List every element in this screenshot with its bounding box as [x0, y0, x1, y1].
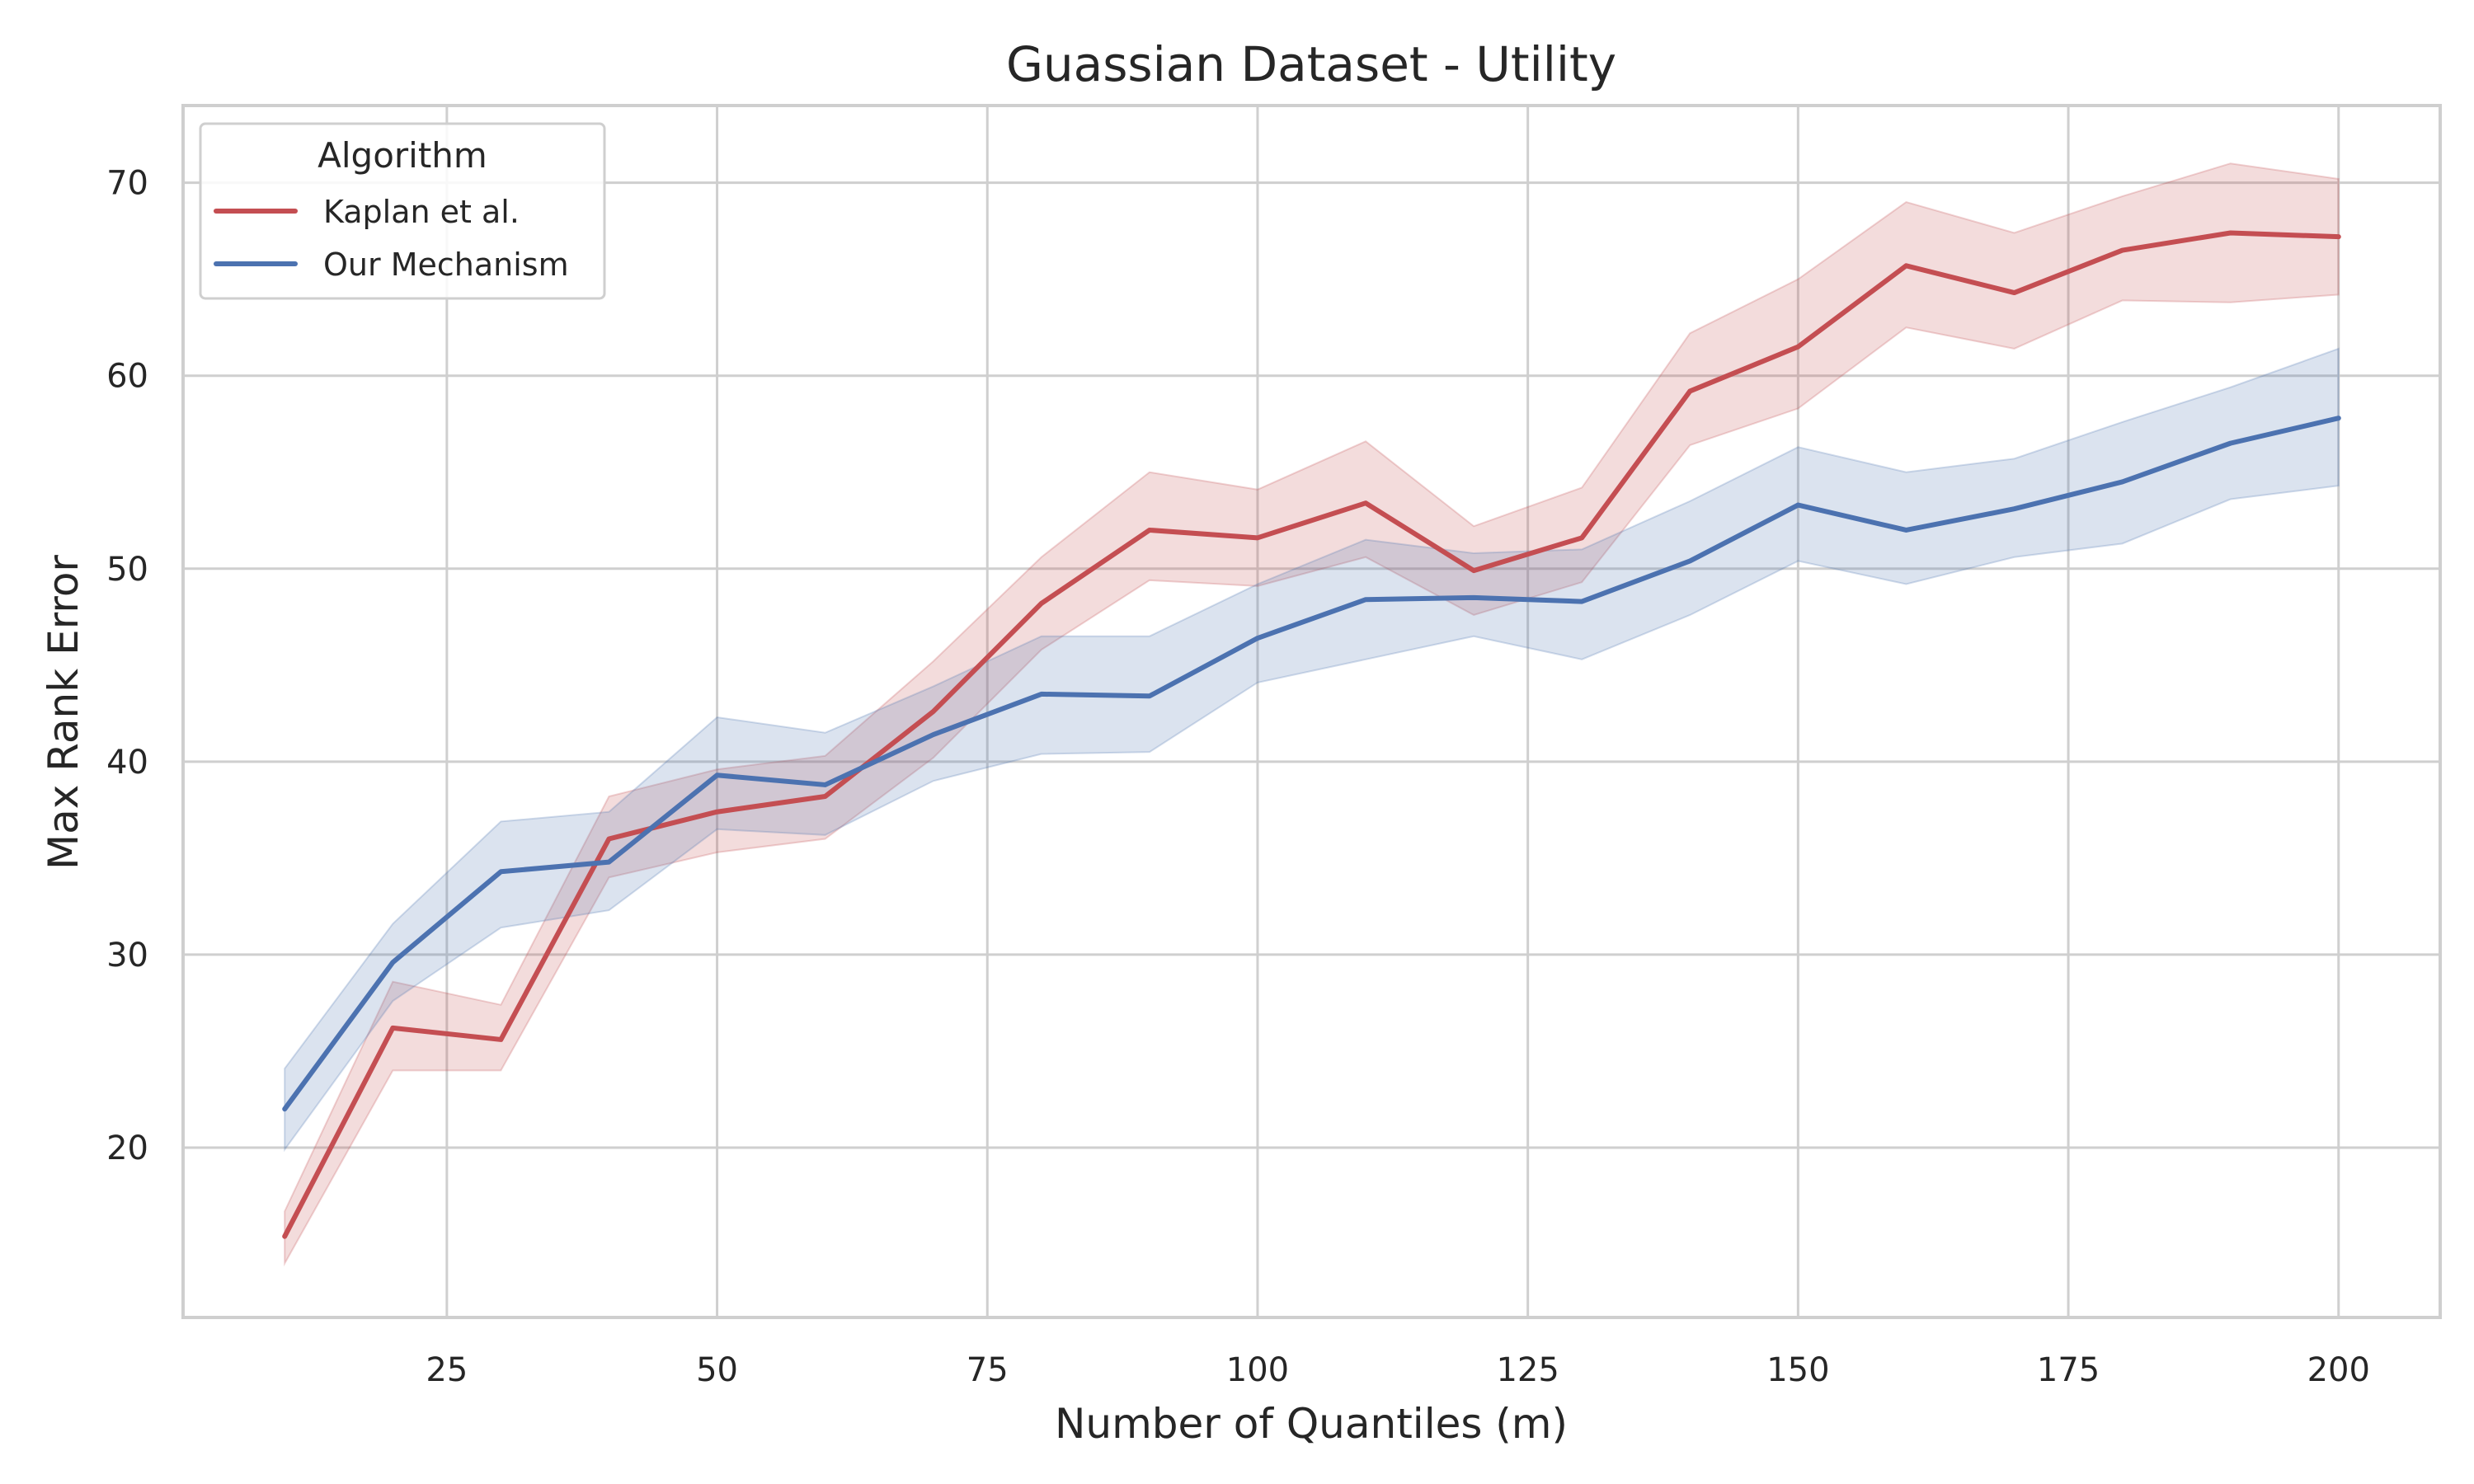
legend-label-our-mechanism: Our Mechanism [323, 247, 569, 283]
y-tick-label: 50 [106, 551, 148, 589]
confidence-band-kaplan-et-al [284, 162, 2340, 1267]
y-tick-label: 40 [106, 744, 148, 782]
series-line-kaplan-et-al [282, 230, 2341, 1239]
tick-labels: 25 50 75 100 125 150 175 200 20 30 40 50 60 70 [106, 165, 2370, 1389]
grid [183, 106, 2440, 1317]
x-tick-label: 150 [1766, 1351, 1829, 1389]
confidence-bands [284, 162, 2340, 1267]
x-tick-label: 25 [426, 1351, 468, 1389]
legend-label-kaplan: Kaplan et al. [323, 194, 520, 230]
x-tick-label: 125 [1496, 1351, 1559, 1389]
x-axis-label: Number of Quantiles (m) [1055, 1400, 1568, 1448]
confidence-band-our-mechanism [284, 347, 2340, 1153]
legend: Algorithm Kaplan et al. Our Mechanism [199, 122, 606, 300]
series-lines [282, 230, 2341, 1239]
chart-title: Guassian Dataset - Utility [1006, 36, 1616, 92]
y-tick-label: 60 [106, 358, 148, 396]
y-tick-label: 30 [106, 937, 148, 974]
x-tick-label: 50 [696, 1351, 738, 1389]
x-tick-label: 100 [1226, 1351, 1289, 1389]
legend-box [199, 122, 606, 300]
x-tick-label: 200 [2307, 1351, 2370, 1389]
x-tick-label: 75 [967, 1351, 1009, 1389]
legend-title: Algorithm [317, 135, 487, 176]
y-axis-label: Max Rank Error [40, 555, 87, 870]
series-line-our-mechanism [282, 416, 2341, 1112]
y-tick-label: 70 [106, 165, 148, 203]
x-tick-label: 175 [2037, 1351, 2100, 1389]
plot-frame [181, 104, 2442, 1319]
y-tick-label: 20 [106, 1129, 148, 1167]
